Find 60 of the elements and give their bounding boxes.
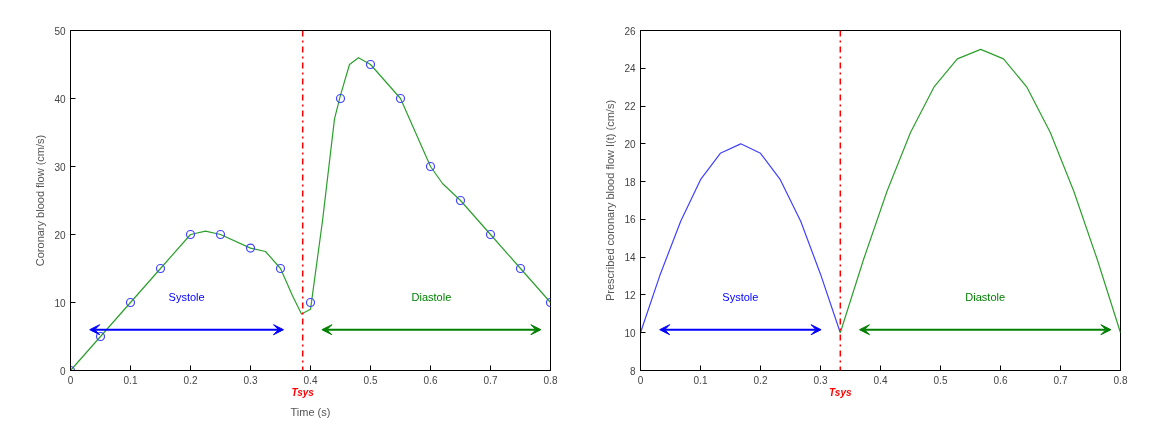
point [125, 297, 136, 308]
x-tick-label: 0.2 [183, 374, 198, 386]
y-tick-label: 30 [54, 161, 66, 173]
y-tick-label: 20 [624, 138, 636, 150]
y-tick-label: 22 [624, 101, 636, 113]
y-tick-label: 0 [59, 365, 66, 377]
y-tick-label: 18 [624, 176, 636, 188]
x-tick-label: 0.4 [873, 374, 888, 386]
y-tick-label: 14 [624, 252, 636, 264]
x-axis-title: Time (s) [290, 405, 331, 418]
x-tick-label: 0.6 [993, 374, 1008, 386]
x-tick-label: 0.6 [423, 374, 438, 386]
y-tick-label: 26 [624, 25, 636, 37]
line-series [640, 143, 841, 334]
y-tick-label: 10 [624, 327, 636, 339]
annotation: Diastole [965, 290, 1006, 303]
y-tick-label: 16 [624, 214, 636, 226]
x-tick-label: 0.8 [543, 374, 558, 386]
y-tick-label: 40 [54, 93, 66, 105]
point [335, 93, 346, 104]
x-tick-label: 0 [67, 374, 74, 386]
x-tick-label: 0.1 [693, 374, 708, 386]
y-tick-label: 8 [629, 365, 636, 377]
x-tick-label: 0.2 [753, 374, 768, 386]
y-tick-label: 10 [54, 297, 66, 309]
x-tick-label: 0.1 [123, 374, 138, 386]
ref-line-label: Tsys [829, 386, 852, 398]
x-tick-label: 0.7 [483, 374, 498, 386]
point [245, 243, 256, 253]
point [455, 195, 466, 206]
point [155, 263, 166, 274]
x-tick-label: 0.3 [813, 374, 828, 386]
point [215, 229, 226, 240]
x-tick-label: 0 [637, 374, 644, 386]
y-tick-label: 50 [54, 25, 66, 37]
line-series [839, 48, 1121, 334]
point [365, 59, 376, 70]
point [305, 297, 316, 308]
y-axis-title: Coronary blood flow (cm/s) [34, 134, 47, 267]
x-tick-label: 0.4 [303, 374, 318, 386]
point [485, 229, 496, 240]
annotation: Diastole [411, 290, 452, 303]
ref-line-label: Tsys [291, 386, 315, 398]
x-tick-label: 0.5 [363, 374, 378, 386]
point [395, 93, 406, 104]
y-tick-label: 20 [54, 229, 66, 241]
y-tick-label: 24 [624, 63, 636, 75]
x-tick-label: 0.3 [243, 374, 258, 386]
annotation: Systole [168, 290, 205, 303]
x-tick-label: 0.8 [1113, 374, 1128, 386]
y-tick-label: 12 [624, 289, 636, 301]
annotation: Systole [722, 290, 759, 303]
y-axis-title: Prescribed coronary blood flow I(t) (cm/s) [604, 99, 617, 302]
x-tick-label: 0.5 [933, 374, 948, 386]
point [95, 331, 106, 342]
point [185, 229, 196, 240]
x-tick-label: 0.7 [1053, 374, 1068, 386]
point [515, 263, 526, 274]
point [275, 263, 286, 274]
point [425, 161, 436, 172]
